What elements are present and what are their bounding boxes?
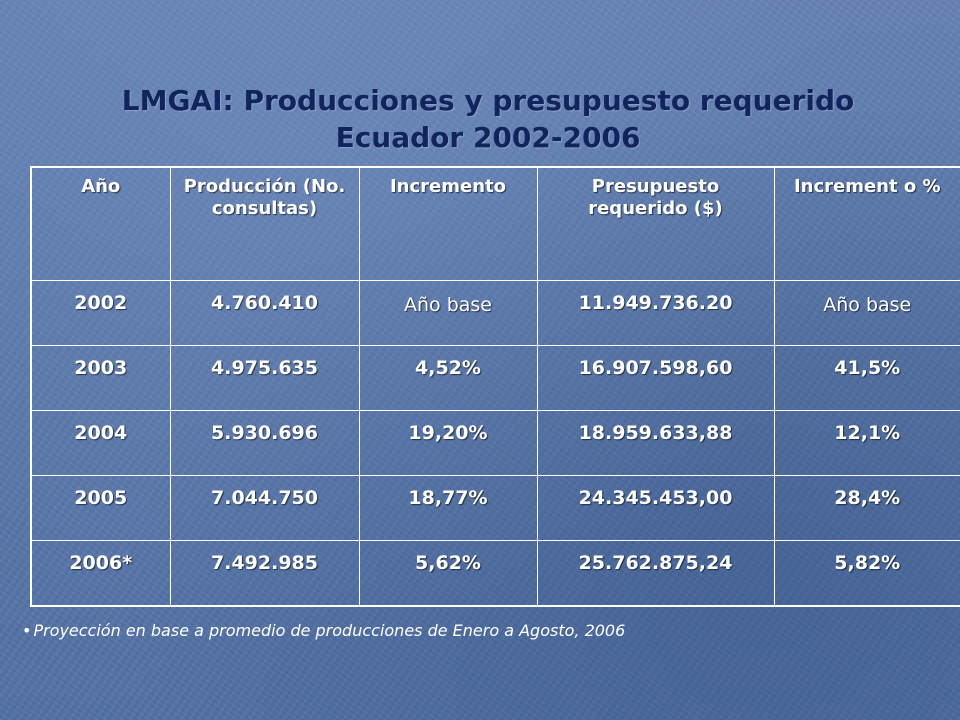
footnote: • Proyección en base a promedio de produc… xyxy=(22,620,625,642)
slide-title: LMGAI: Producciones y presupuesto requer… xyxy=(0,82,960,156)
footnote-text: Proyección en base a promedio de producc… xyxy=(33,621,626,640)
cell-production: 7.492.985 xyxy=(170,540,360,605)
table-row: 2004 5.930.696 19,20% 18.959.633,88 12,1… xyxy=(32,410,960,476)
cell-increment: 4,52% xyxy=(359,345,538,411)
cell-increment-percent: Año base xyxy=(774,280,960,346)
cell-budget: 11.949.736.20 xyxy=(537,280,775,346)
cell-budget: 16.907.598,60 xyxy=(537,345,775,411)
bullet-icon: • xyxy=(22,621,32,640)
header-increment-percent: Increment o % xyxy=(774,168,960,281)
cell-increment: 19,20% xyxy=(359,410,538,476)
cell-year: 2003 xyxy=(32,345,171,411)
header-budget: Presupuesto requerido ($) xyxy=(537,168,775,281)
cell-increment: 18,77% xyxy=(359,475,538,541)
table-row: 2002 4.760.410 Año base 11.949.736.20 Añ… xyxy=(32,280,960,346)
data-table-container: Año Producción (No. consultas) Increment… xyxy=(30,166,960,607)
cell-increment-percent: 12,1% xyxy=(774,410,960,476)
cell-increment-percent: 41,5% xyxy=(774,345,960,411)
cell-increment-percent: 5,82% xyxy=(834,551,901,574)
header-year: Año xyxy=(32,168,171,281)
table-row: 2005 7.044.750 18,77% 24.345.453,00 28,4… xyxy=(32,475,960,541)
cell-year: 2006* xyxy=(32,540,171,605)
slide-title-line-2: Ecuador 2002-2006 xyxy=(335,121,641,154)
cell-budget: 25.762.875,24 xyxy=(537,540,775,605)
cell-production: 7.044.750 xyxy=(170,475,360,541)
table-row: 2003 4.975.635 4,52% 16.907.598,60 41,5% xyxy=(32,345,960,411)
cell-production: 4.975.635 xyxy=(170,345,360,411)
table-row: 2006* 7.492.985 5,62% 25.762.875,24 5,82… xyxy=(32,540,960,605)
header-increment: Incremento xyxy=(359,168,538,281)
cell-budget: 24.345.453,00 xyxy=(537,475,775,541)
cell-increment: Año base xyxy=(359,280,538,346)
table-header-row: Año Producción (No. consultas) Increment… xyxy=(32,168,960,281)
cell-production: 4.760.410 xyxy=(170,280,360,346)
cell-increment: 5,62% xyxy=(359,540,538,605)
cell-year: 2002 xyxy=(32,280,171,346)
production-budget-table: Año Producción (No. consultas) Increment… xyxy=(32,168,960,605)
cell-increment-percent: 28,4% xyxy=(774,475,960,541)
slide-title-line-1: LMGAI: Producciones y presupuesto requer… xyxy=(121,84,855,117)
cell-production: 5.930.696 xyxy=(170,410,360,476)
cell-year: 2005 xyxy=(32,475,171,541)
cell-year: 2004 xyxy=(32,410,171,476)
header-production: Producción (No. consultas) xyxy=(170,168,360,281)
cell-budget: 18.959.633,88 xyxy=(537,410,775,476)
